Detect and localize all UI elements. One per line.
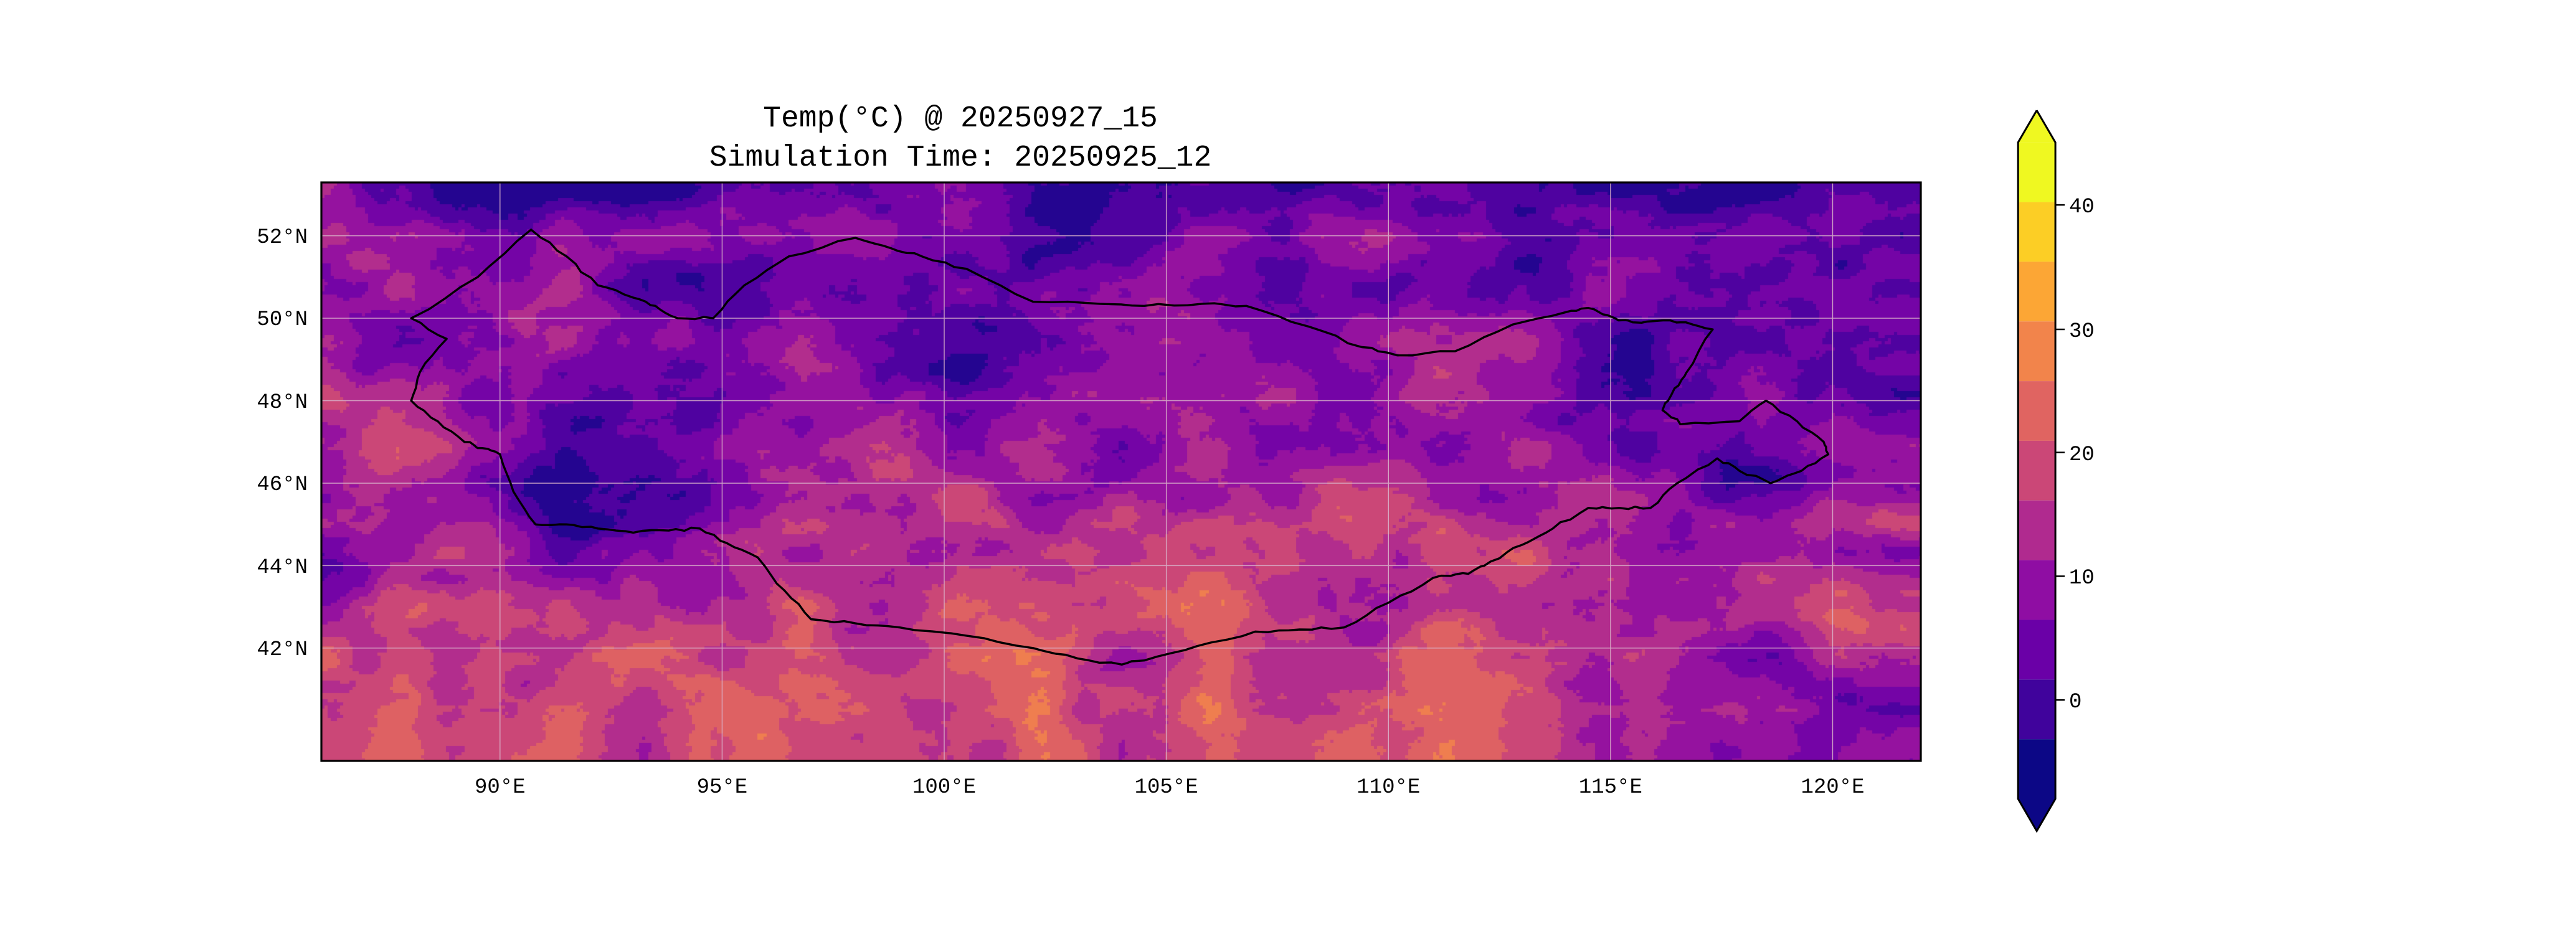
- svg-text:100°E: 100°E: [912, 776, 976, 800]
- svg-text:20: 20: [2069, 443, 2095, 467]
- svg-text:0: 0: [2069, 691, 2081, 714]
- svg-text:50°N: 50°N: [257, 308, 308, 332]
- svg-text:46°N: 46°N: [257, 473, 308, 497]
- svg-text:52°N: 52°N: [257, 226, 308, 250]
- svg-text:115°E: 115°E: [1579, 776, 1642, 800]
- svg-text:30: 30: [2069, 320, 2095, 344]
- svg-text:40: 40: [2069, 196, 2095, 219]
- svg-text:120°E: 120°E: [1801, 776, 1864, 800]
- svg-text:48°N: 48°N: [257, 391, 308, 415]
- svg-text:10: 10: [2069, 567, 2095, 590]
- svg-text:90°E: 90°E: [475, 776, 526, 800]
- svg-text:105°E: 105°E: [1135, 776, 1198, 800]
- svg-text:44°N: 44°N: [257, 556, 308, 580]
- svg-text:95°E: 95°E: [697, 776, 748, 800]
- svg-text:110°E: 110°E: [1357, 776, 1420, 800]
- svg-text:42°N: 42°N: [257, 638, 308, 662]
